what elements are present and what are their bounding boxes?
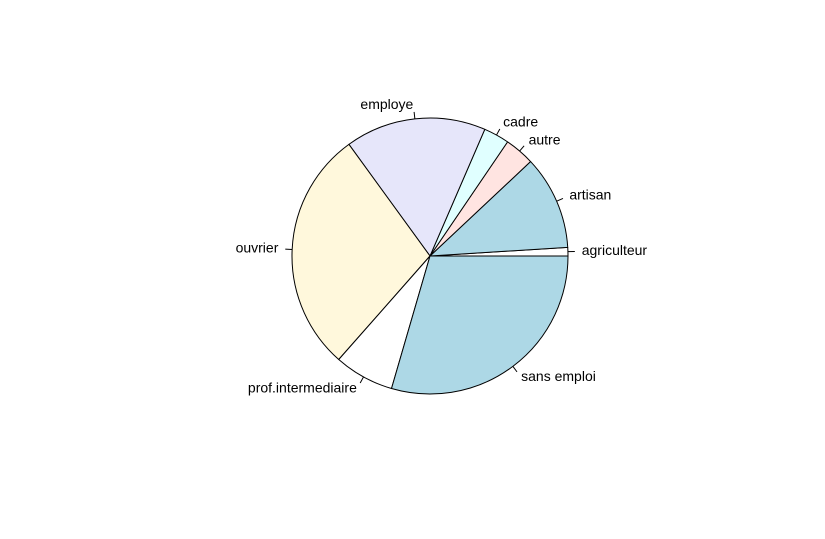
slice-label-agriculteur: agriculteur xyxy=(582,242,648,258)
slice-label-ouvrier: ouvrier xyxy=(236,240,279,256)
slice-label-employe: employe xyxy=(360,96,413,112)
label-ticks xyxy=(285,111,575,384)
label-tick-artisan xyxy=(556,197,564,202)
label-tick-sans-emploi xyxy=(512,366,518,373)
pie-slice-sans-emploi xyxy=(390,255,569,395)
label-tick-prof-intermediaire xyxy=(359,376,364,384)
slice-label-artisan: artisan xyxy=(569,186,611,202)
label-tick-cadre xyxy=(496,128,501,136)
pie-slice-employe xyxy=(348,117,486,257)
slice-label-sans-emploi: sans emploi xyxy=(521,368,596,384)
slice-label-autre: autre xyxy=(529,131,561,147)
slice-label-prof-intermediaire: prof.intermediaire xyxy=(248,380,357,396)
pie-slice-ouvrier xyxy=(291,143,431,361)
label-tick-autre xyxy=(519,145,525,152)
slice-label-cadre: cadre xyxy=(503,114,538,130)
label-tick-employe xyxy=(413,111,416,119)
pie-slices xyxy=(291,117,569,395)
